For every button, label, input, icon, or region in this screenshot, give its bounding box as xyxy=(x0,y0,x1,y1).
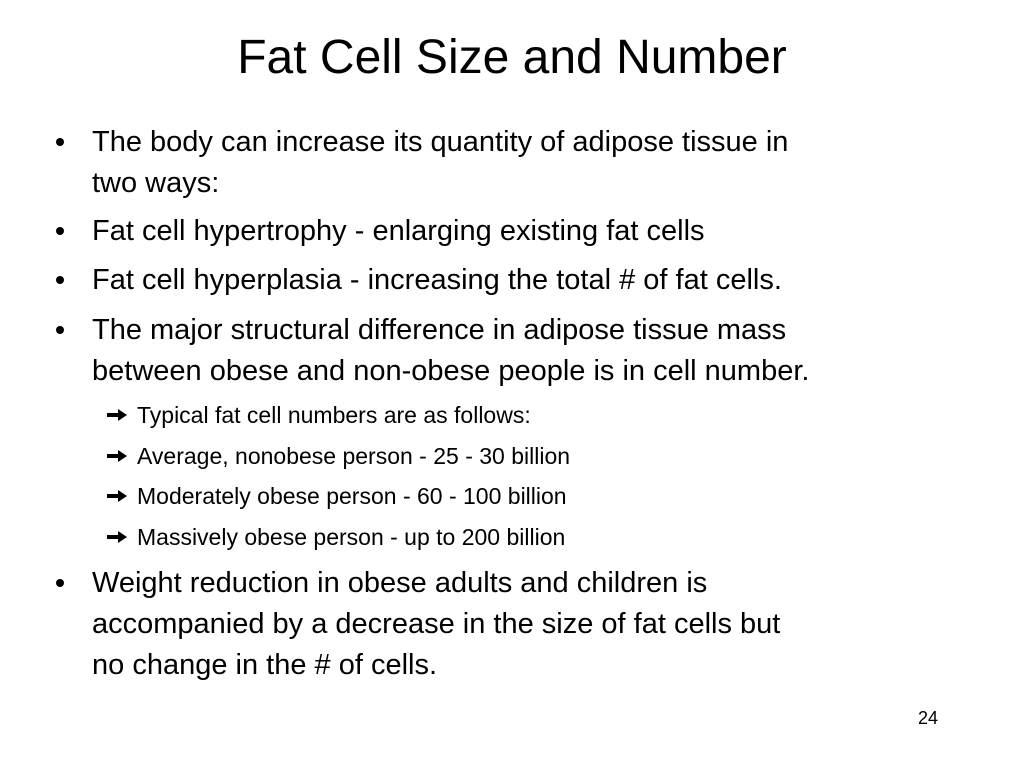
bullet-text: Fat cell hyperplasia - increasing the to… xyxy=(92,263,782,296)
arrow-icon xyxy=(107,531,127,543)
page-number: 24 xyxy=(917,708,938,728)
sub-arrow xyxy=(107,408,129,422)
arrow-icon xyxy=(107,409,127,421)
bullet-text: Fat cell hypertrophy - enlarging existin… xyxy=(92,214,705,247)
bullet-dot xyxy=(56,138,64,146)
slide-title: Fat Cell Size and Number xyxy=(237,31,787,84)
bullet-text: accompanied by a decrease in the size of… xyxy=(92,607,781,640)
sub-bullet-text: Typical fat cell numbers are as follows: xyxy=(137,402,531,428)
bullet-dot xyxy=(56,326,64,334)
bullet-text: two ways: xyxy=(92,166,220,199)
bullet-dot xyxy=(56,276,64,284)
arrow-icon xyxy=(107,450,127,462)
sub-bullet-text: Moderately obese person - 60 - 100 billi… xyxy=(137,483,567,509)
sub-arrow xyxy=(107,449,129,463)
bullet-text: between obese and non-obese people is in… xyxy=(92,354,810,387)
bullet-text: The body can increase its quantity of ad… xyxy=(92,125,789,158)
sub-arrow xyxy=(107,530,129,544)
bullet-text: Weight reduction in obese adults and chi… xyxy=(92,566,708,599)
bullet-dot xyxy=(56,227,64,235)
bullet-text: no change in the # of cells. xyxy=(92,648,438,681)
arrow-icon xyxy=(107,490,127,502)
sub-bullet-text: Massively obese person - up to 200 billi… xyxy=(137,524,566,550)
sub-bullet-text: Average, nonobese person - 25 - 30 billi… xyxy=(137,443,571,469)
bullet-dot xyxy=(56,579,64,587)
sub-arrow xyxy=(107,489,129,503)
bullet-text: The major structural difference in adipo… xyxy=(92,313,787,346)
